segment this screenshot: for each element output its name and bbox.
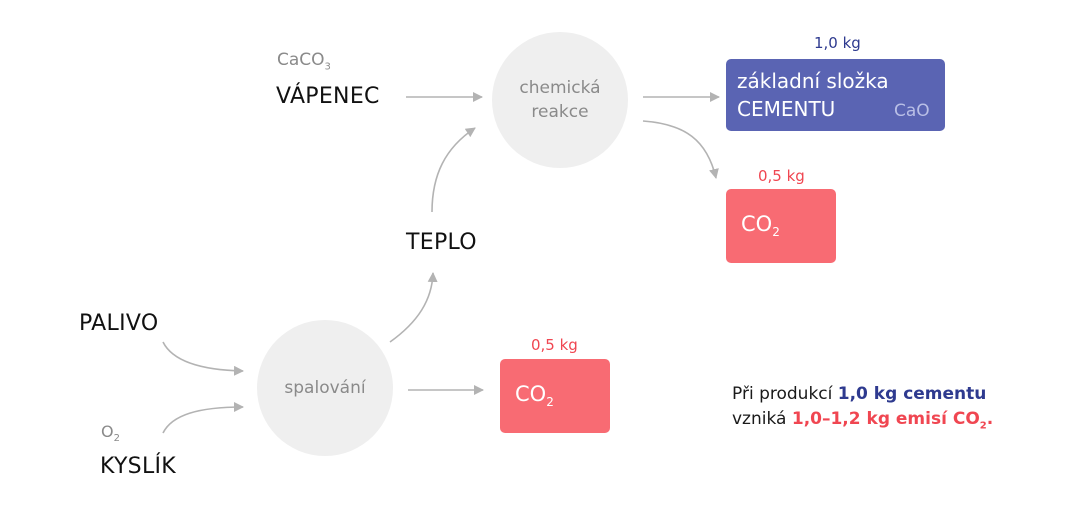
oxygen-label: KYSLÍK [100,454,177,479]
arrow-combustion-to-heat [389,272,438,343]
note-line2-highlight: 1,0–1,2 kg emisí CO [791,409,980,429]
note-line2-prefix: vzniká [732,409,792,429]
co2-combustion-box: CO2 [500,359,610,433]
limestone-formula: CaCO3 [277,50,331,72]
cement-mass-label: 1,0 kg [814,34,861,52]
co2-combustion-sub: 2 [546,395,554,410]
arrow-fuel-to-combustion [162,341,244,376]
co2-combustion-main: CO [515,382,547,406]
note-line1-highlight: 1,0 kg cementu [837,384,987,404]
heat-label: TEPLO [406,230,477,255]
chemical-reaction-line1: chemická [519,78,601,98]
emissions-note-line2: vzniká 1,0–1,2 kg emisí CO2. [732,407,993,438]
combustion-label: spalování [284,378,366,398]
combustion-node: spalování [257,320,393,456]
co2-combustion-text: CO2 [515,382,554,409]
co2-reaction-mass-label: 0,5 kg [758,167,805,185]
limestone-formula-main: CaCO [277,50,325,70]
emissions-note: Při produkcí 1,0 kg cementu vzniká 1,0–1… [732,382,993,438]
arrow-heat-to-reaction [431,127,476,213]
arrow-reaction-to-co2 [642,120,719,179]
chemical-reaction-line2: reakce [531,102,589,122]
note-line2-suffix: . [986,409,994,429]
co2-combustion-mass-label: 0,5 kg [531,336,578,354]
limestone-formula-sub: 3 [324,61,331,73]
limestone-label: VÁPENEC [276,84,380,109]
co2-reaction-box: CO2 [726,189,836,263]
arrow-oxygen-to-combustion [162,402,244,434]
cement-line2: CEMENTU [737,97,836,121]
cement-formula: CaO [894,101,930,121]
note-line1-prefix: Při produkcí [732,384,838,404]
co2-reaction-text: CO2 [741,212,780,239]
fuel-label: PALIVO [79,311,159,336]
chemical-reaction-node: chemická reakce [492,32,628,168]
cement-line1: základní složka [737,69,889,93]
emissions-note-line1: Při produkcí 1,0 kg cementu [732,382,993,407]
oxygen-formula: O2 [101,422,120,444]
co2-reaction-sub: 2 [772,225,780,240]
oxygen-formula-sub: 2 [113,433,120,445]
co2-reaction-main: CO [741,212,773,236]
oxygen-formula-main: O [101,422,114,441]
note-line2-sub: 2 [979,420,987,432]
cement-output-box: základní složka CEMENTU CaO [726,59,945,131]
